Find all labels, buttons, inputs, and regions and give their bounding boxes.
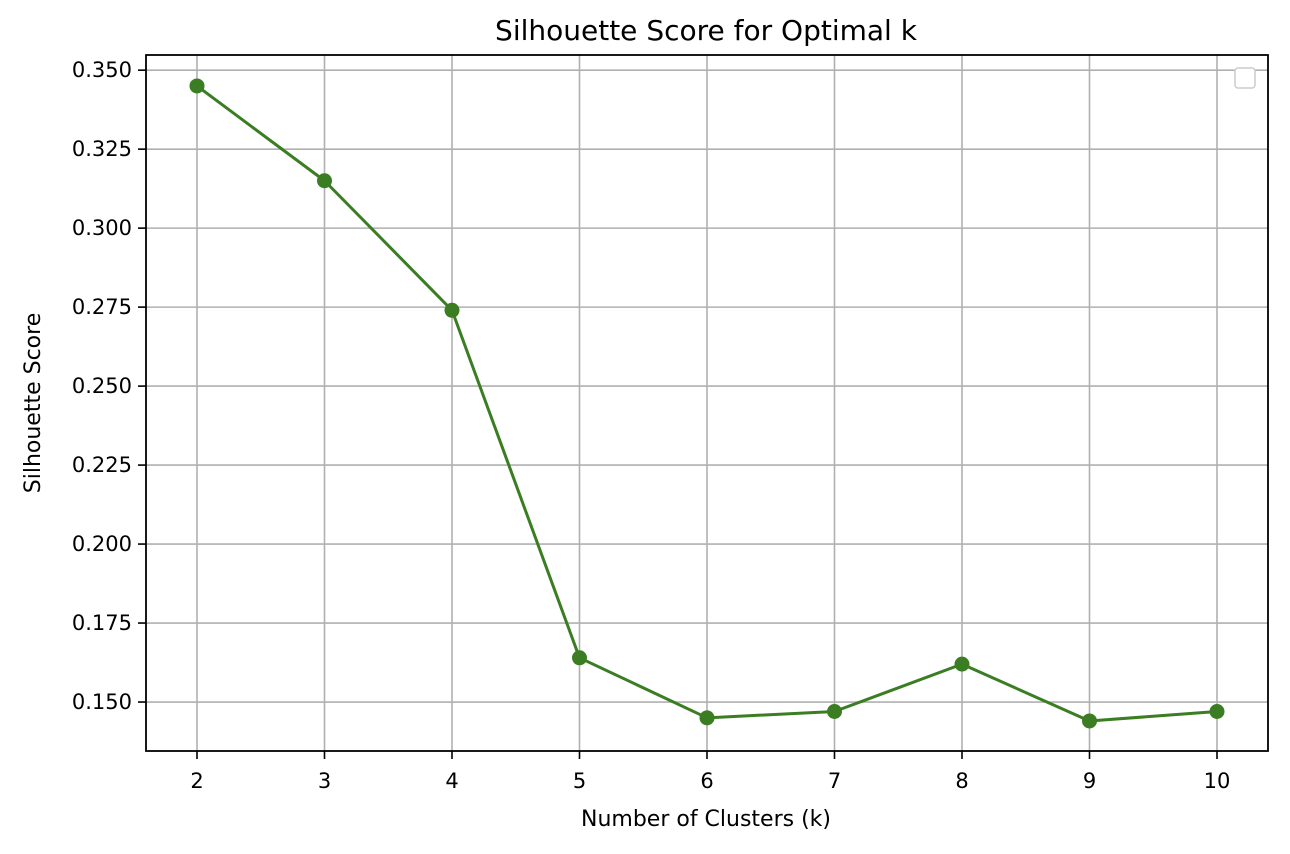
y-tick-label: 0.250 — [72, 374, 132, 398]
y-tick-label: 0.275 — [72, 295, 132, 319]
data-point — [954, 656, 970, 672]
data-point — [1082, 713, 1097, 729]
legend-box — [1234, 67, 1256, 89]
y-tick-label: 0.300 — [72, 216, 132, 240]
data-point — [827, 704, 842, 720]
x-axis-ticks: 2 3 4 5 6 7 8 9 10 — [190, 751, 1230, 793]
x-axis-label: Number of Clusters (k) — [581, 807, 831, 832]
data-point — [1209, 704, 1225, 720]
y-axis-ticks: 0.150 0.175 0.200 0.225 0.250 0.275 0.300 0.325… — [72, 58, 146, 714]
data-point — [189, 78, 205, 94]
x-tick-label: 8 — [955, 769, 968, 793]
data-point — [444, 302, 460, 318]
y-tick-label: 0.325 — [72, 137, 132, 161]
x-tick-label: 6 — [700, 769, 713, 793]
y-tick-label: 0.350 — [72, 58, 132, 82]
chart-title: Silhouette Score for Optimal k — [495, 14, 918, 47]
series-layer — [189, 78, 1225, 729]
y-axis-label: Silhouette Score — [21, 313, 46, 493]
y-tick-label: 0.200 — [72, 532, 132, 556]
data-point — [699, 710, 715, 726]
x-tick-label: 10 — [1204, 769, 1231, 793]
x-tick-label: 3 — [318, 769, 331, 793]
grid-lines — [146, 55, 1268, 751]
x-tick-label: 2 — [190, 769, 203, 793]
x-tick-label: 7 — [828, 769, 841, 793]
data-point — [317, 173, 332, 189]
x-tick-label: 5 — [573, 769, 586, 793]
x-tick-label: 9 — [1083, 769, 1096, 793]
y-tick-label: 0.175 — [72, 611, 132, 635]
plot-area-frame — [145, 54, 1269, 752]
y-tick-label: 0.150 — [72, 690, 132, 714]
y-tick-label: 0.225 — [72, 453, 132, 477]
x-tick-label: 4 — [445, 769, 458, 793]
data-point — [572, 650, 587, 666]
